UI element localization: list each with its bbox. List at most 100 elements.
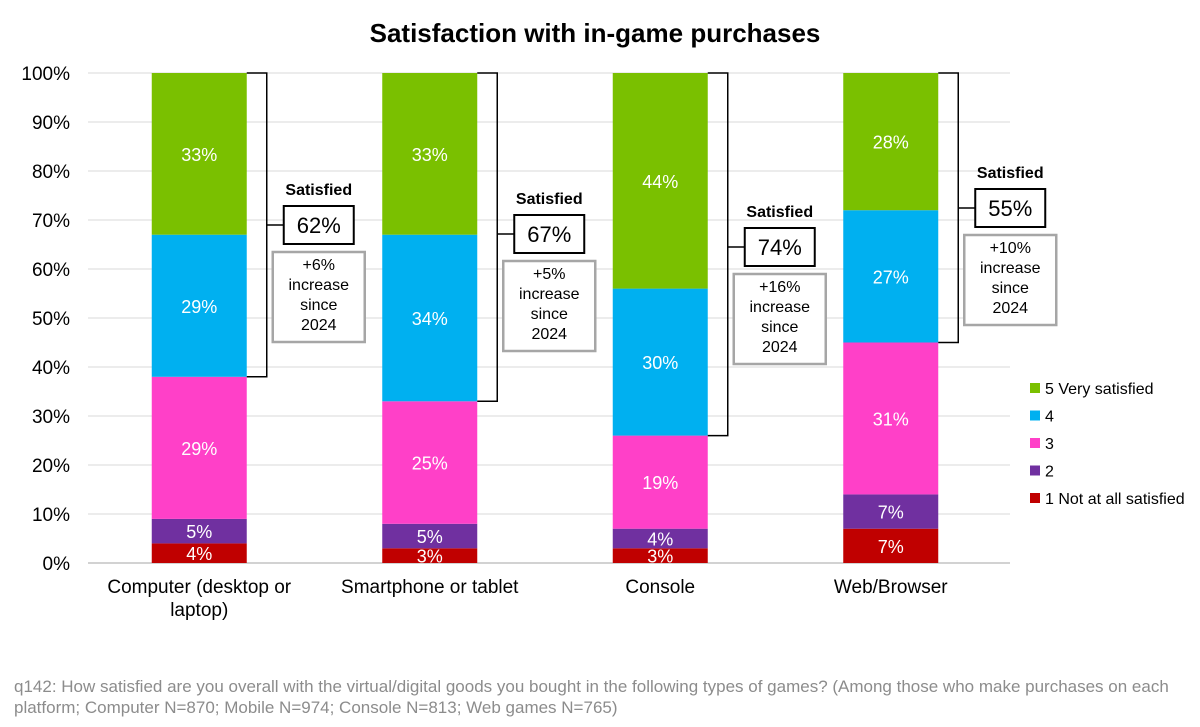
legend-swatch — [1030, 383, 1040, 393]
x-tick-label: Web/Browser — [834, 577, 948, 598]
bar-segment — [843, 210, 939, 343]
data-label: 7% — [878, 503, 904, 523]
y-tick-label: 30% — [32, 407, 70, 428]
bar-segment — [612, 73, 708, 289]
y-tick-label: 10% — [32, 505, 70, 526]
satisfied-annotations: Satisfied 62% +6% increase since 2024 Satisfie… — [246, 72, 1058, 437]
bar-segment — [151, 73, 247, 235]
change-note-line: since — [531, 306, 568, 323]
x-tick-label: Smartphone or tablet — [341, 577, 519, 598]
legend-label: 1 Not at all satisfied — [1045, 491, 1185, 508]
y-tick-label: 70% — [32, 211, 70, 232]
change-note-line: increase — [980, 260, 1041, 277]
satisfied-bracket — [707, 72, 729, 437]
change-note-line: increase — [750, 299, 811, 316]
data-label: 33% — [412, 145, 448, 165]
legend-swatch — [1030, 465, 1040, 476]
bar-segment — [151, 518, 247, 544]
satisfied-bracket — [938, 72, 959, 344]
chart-title: Satisfaction with in-game purchases — [370, 18, 821, 48]
data-label: 5% — [417, 527, 443, 547]
change-note-box — [963, 233, 1058, 327]
change-note-box — [502, 259, 597, 353]
legend-label: 2 — [1045, 464, 1054, 481]
data-label: 25% — [412, 454, 448, 474]
satisfied-value-box — [513, 214, 586, 254]
y-tick-label: 60% — [32, 260, 70, 281]
change-note-line: +6% — [303, 257, 335, 274]
bar-segment — [151, 234, 247, 377]
y-tick-label: 90% — [32, 113, 70, 134]
bar-segment — [843, 342, 939, 495]
satisfied-bracket — [246, 72, 268, 378]
satisfied-heading: Satisfied — [285, 182, 352, 199]
y-tick-label: 40% — [32, 358, 70, 379]
data-label: 33% — [181, 145, 217, 165]
y-axis: 0% 10% 20% 30% 40% 50% 60% 70% 80% 90% 100% — [21, 64, 70, 575]
change-note-line: +10% — [990, 240, 1031, 257]
satisfied-value-box — [974, 188, 1047, 228]
bar-segment — [151, 543, 247, 563]
data-label: 19% — [642, 473, 678, 493]
bars: 4%5%29%29%33%3%5%25%34%33%3%4%19%30%44%7… — [151, 73, 939, 567]
bar-segment — [382, 234, 478, 402]
legend-label: 3 — [1045, 436, 1054, 453]
x-tick-label: Console — [625, 577, 695, 598]
bar-segment — [612, 435, 708, 529]
satisfied-bracket — [477, 72, 498, 403]
change-note-line: since — [300, 297, 337, 314]
data-label: 30% — [642, 353, 678, 373]
data-label: 31% — [873, 409, 909, 429]
data-label: 7% — [878, 537, 904, 557]
bar-segment — [382, 73, 478, 235]
bar-segment — [612, 288, 708, 436]
data-label: 4% — [186, 544, 212, 564]
y-tick-label: 80% — [32, 162, 70, 183]
stacked-bar-chart: Satisfaction with in-game purchases 0% 10… — [21, 18, 1185, 621]
satisfied-value-box — [743, 227, 816, 267]
data-label: 27% — [873, 267, 909, 287]
change-note-line: 2024 — [762, 339, 798, 356]
change-note-line: since — [761, 319, 798, 336]
change-note-line: increase — [519, 286, 580, 303]
legend-swatch — [1030, 410, 1040, 421]
y-tick-label: 100% — [21, 64, 70, 85]
change-note-line: +16% — [759, 279, 800, 296]
data-label: 28% — [873, 133, 909, 153]
y-tick-label: 50% — [32, 309, 70, 330]
satisfied-heading: Satisfied — [746, 204, 813, 221]
satisfied-value: 67% — [527, 222, 571, 247]
data-label: 34% — [412, 309, 448, 329]
bar-segment — [843, 73, 939, 211]
y-tick-label: 0% — [43, 554, 71, 575]
bar-segment — [382, 523, 478, 549]
x-tick-label: laptop) — [170, 600, 228, 621]
legend-swatch — [1030, 438, 1040, 448]
legend: 5 Very satisfied 4 3 2 1 Not at all satisfie… — [1030, 381, 1185, 508]
bar-segment — [382, 548, 478, 563]
legend-label: 5 Very satisfied — [1045, 381, 1154, 398]
y-tick-label: 20% — [32, 456, 70, 477]
change-note-line: 2024 — [531, 326, 567, 343]
change-note-line: increase — [289, 277, 350, 294]
bar-segment — [382, 401, 478, 524]
change-note-box — [271, 250, 366, 344]
change-note-line: 2024 — [301, 317, 337, 334]
legend-label: 4 — [1045, 409, 1054, 426]
footnote: q142: How satisfied are you overall with… — [14, 677, 1169, 717]
data-label: 5% — [186, 522, 212, 542]
satisfied-heading: Satisfied — [516, 191, 583, 208]
data-label: 44% — [642, 172, 678, 192]
data-label: 3% — [417, 547, 443, 567]
data-label: 29% — [181, 439, 217, 459]
satisfied-heading: Satisfied — [977, 165, 1044, 182]
change-note-line: since — [992, 280, 1029, 297]
data-label: 3% — [647, 547, 673, 567]
change-note-box — [732, 272, 827, 366]
bar-segment — [612, 528, 708, 549]
bar-segment — [843, 494, 939, 529]
data-label: 29% — [181, 297, 217, 317]
change-note-line: 2024 — [992, 300, 1028, 317]
bar-segment — [151, 376, 247, 519]
